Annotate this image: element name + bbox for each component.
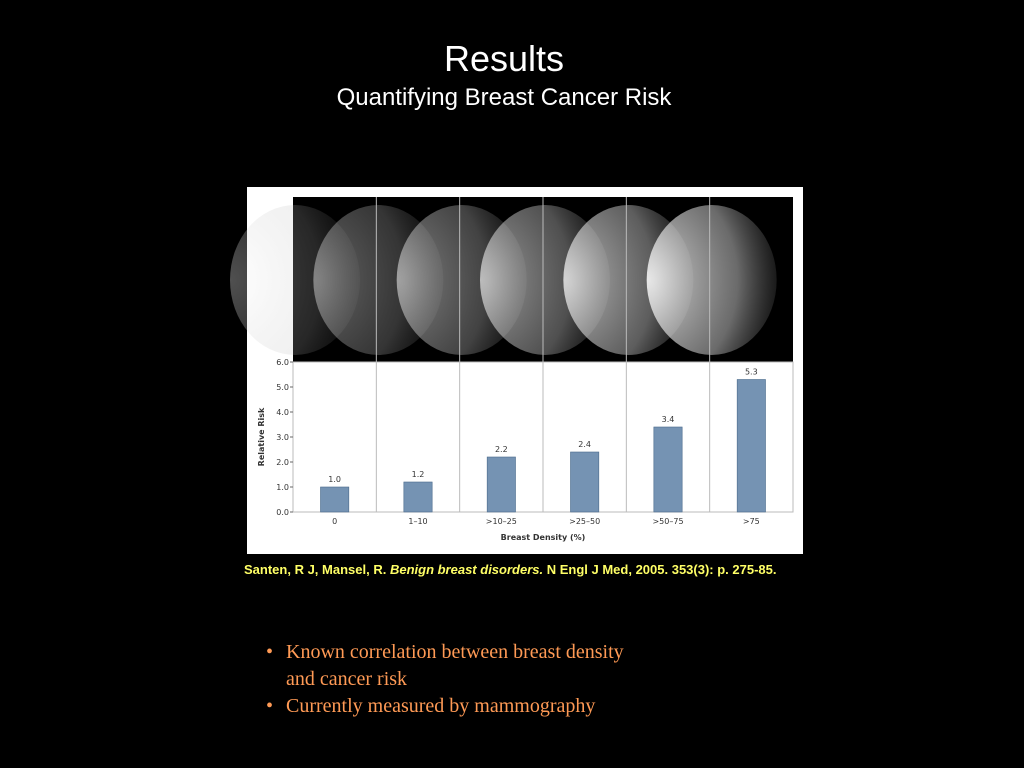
x-tick-label: 1–10	[408, 517, 427, 526]
y-tick-label: 5.0	[276, 383, 289, 392]
x-tick-label: >50–75	[652, 517, 683, 526]
y-tick-label: 6.0	[276, 358, 289, 367]
bullet-list: Known correlation between breast density…	[266, 639, 626, 720]
value-label: 3.4	[662, 415, 675, 424]
x-axis-label: Breast Density (%)	[501, 533, 586, 542]
mammogram	[646, 205, 777, 355]
y-tick-label: 3.0	[276, 433, 289, 442]
bar	[736, 379, 766, 513]
bullet: Currently measured by mammography	[266, 693, 626, 720]
y-axis-label: Relative Risk	[257, 407, 266, 466]
value-label: 1.2	[412, 470, 425, 479]
citation-source: N Engl J Med, 2005. 353(3): p. 275-85.	[546, 562, 777, 577]
bar	[570, 451, 600, 513]
slide-subtitle: Quantifying Breast Cancer Risk	[336, 84, 672, 111]
y-tick-label: 2.0	[276, 458, 289, 467]
slide-title: Results	[443, 38, 565, 79]
value-label: 2.2	[495, 445, 508, 454]
bar	[320, 486, 350, 513]
bar	[403, 481, 433, 513]
citation-article: Benign breast disorders.	[389, 562, 544, 577]
y-tick-label: 1.0	[276, 483, 289, 492]
value-label: 1.0	[328, 475, 341, 484]
x-tick-label: >10–25	[486, 517, 517, 526]
bullet: Known correlation between breast density…	[266, 639, 626, 693]
bar	[486, 456, 516, 513]
value-label: 2.4	[578, 440, 591, 449]
citation: Santen, R J, Mansel, R. Benign breast di…	[244, 562, 777, 577]
y-tick-label: 4.0	[276, 408, 289, 417]
bar	[653, 426, 683, 513]
x-tick-label: 0	[332, 517, 337, 526]
x-tick-label: >75	[743, 517, 760, 526]
y-tick-label: 0.0	[276, 508, 289, 517]
x-tick-label: >25–50	[569, 517, 600, 526]
citation-authors: Santen, R J, Mansel, R.	[244, 562, 387, 577]
value-label: 5.3	[745, 368, 758, 377]
